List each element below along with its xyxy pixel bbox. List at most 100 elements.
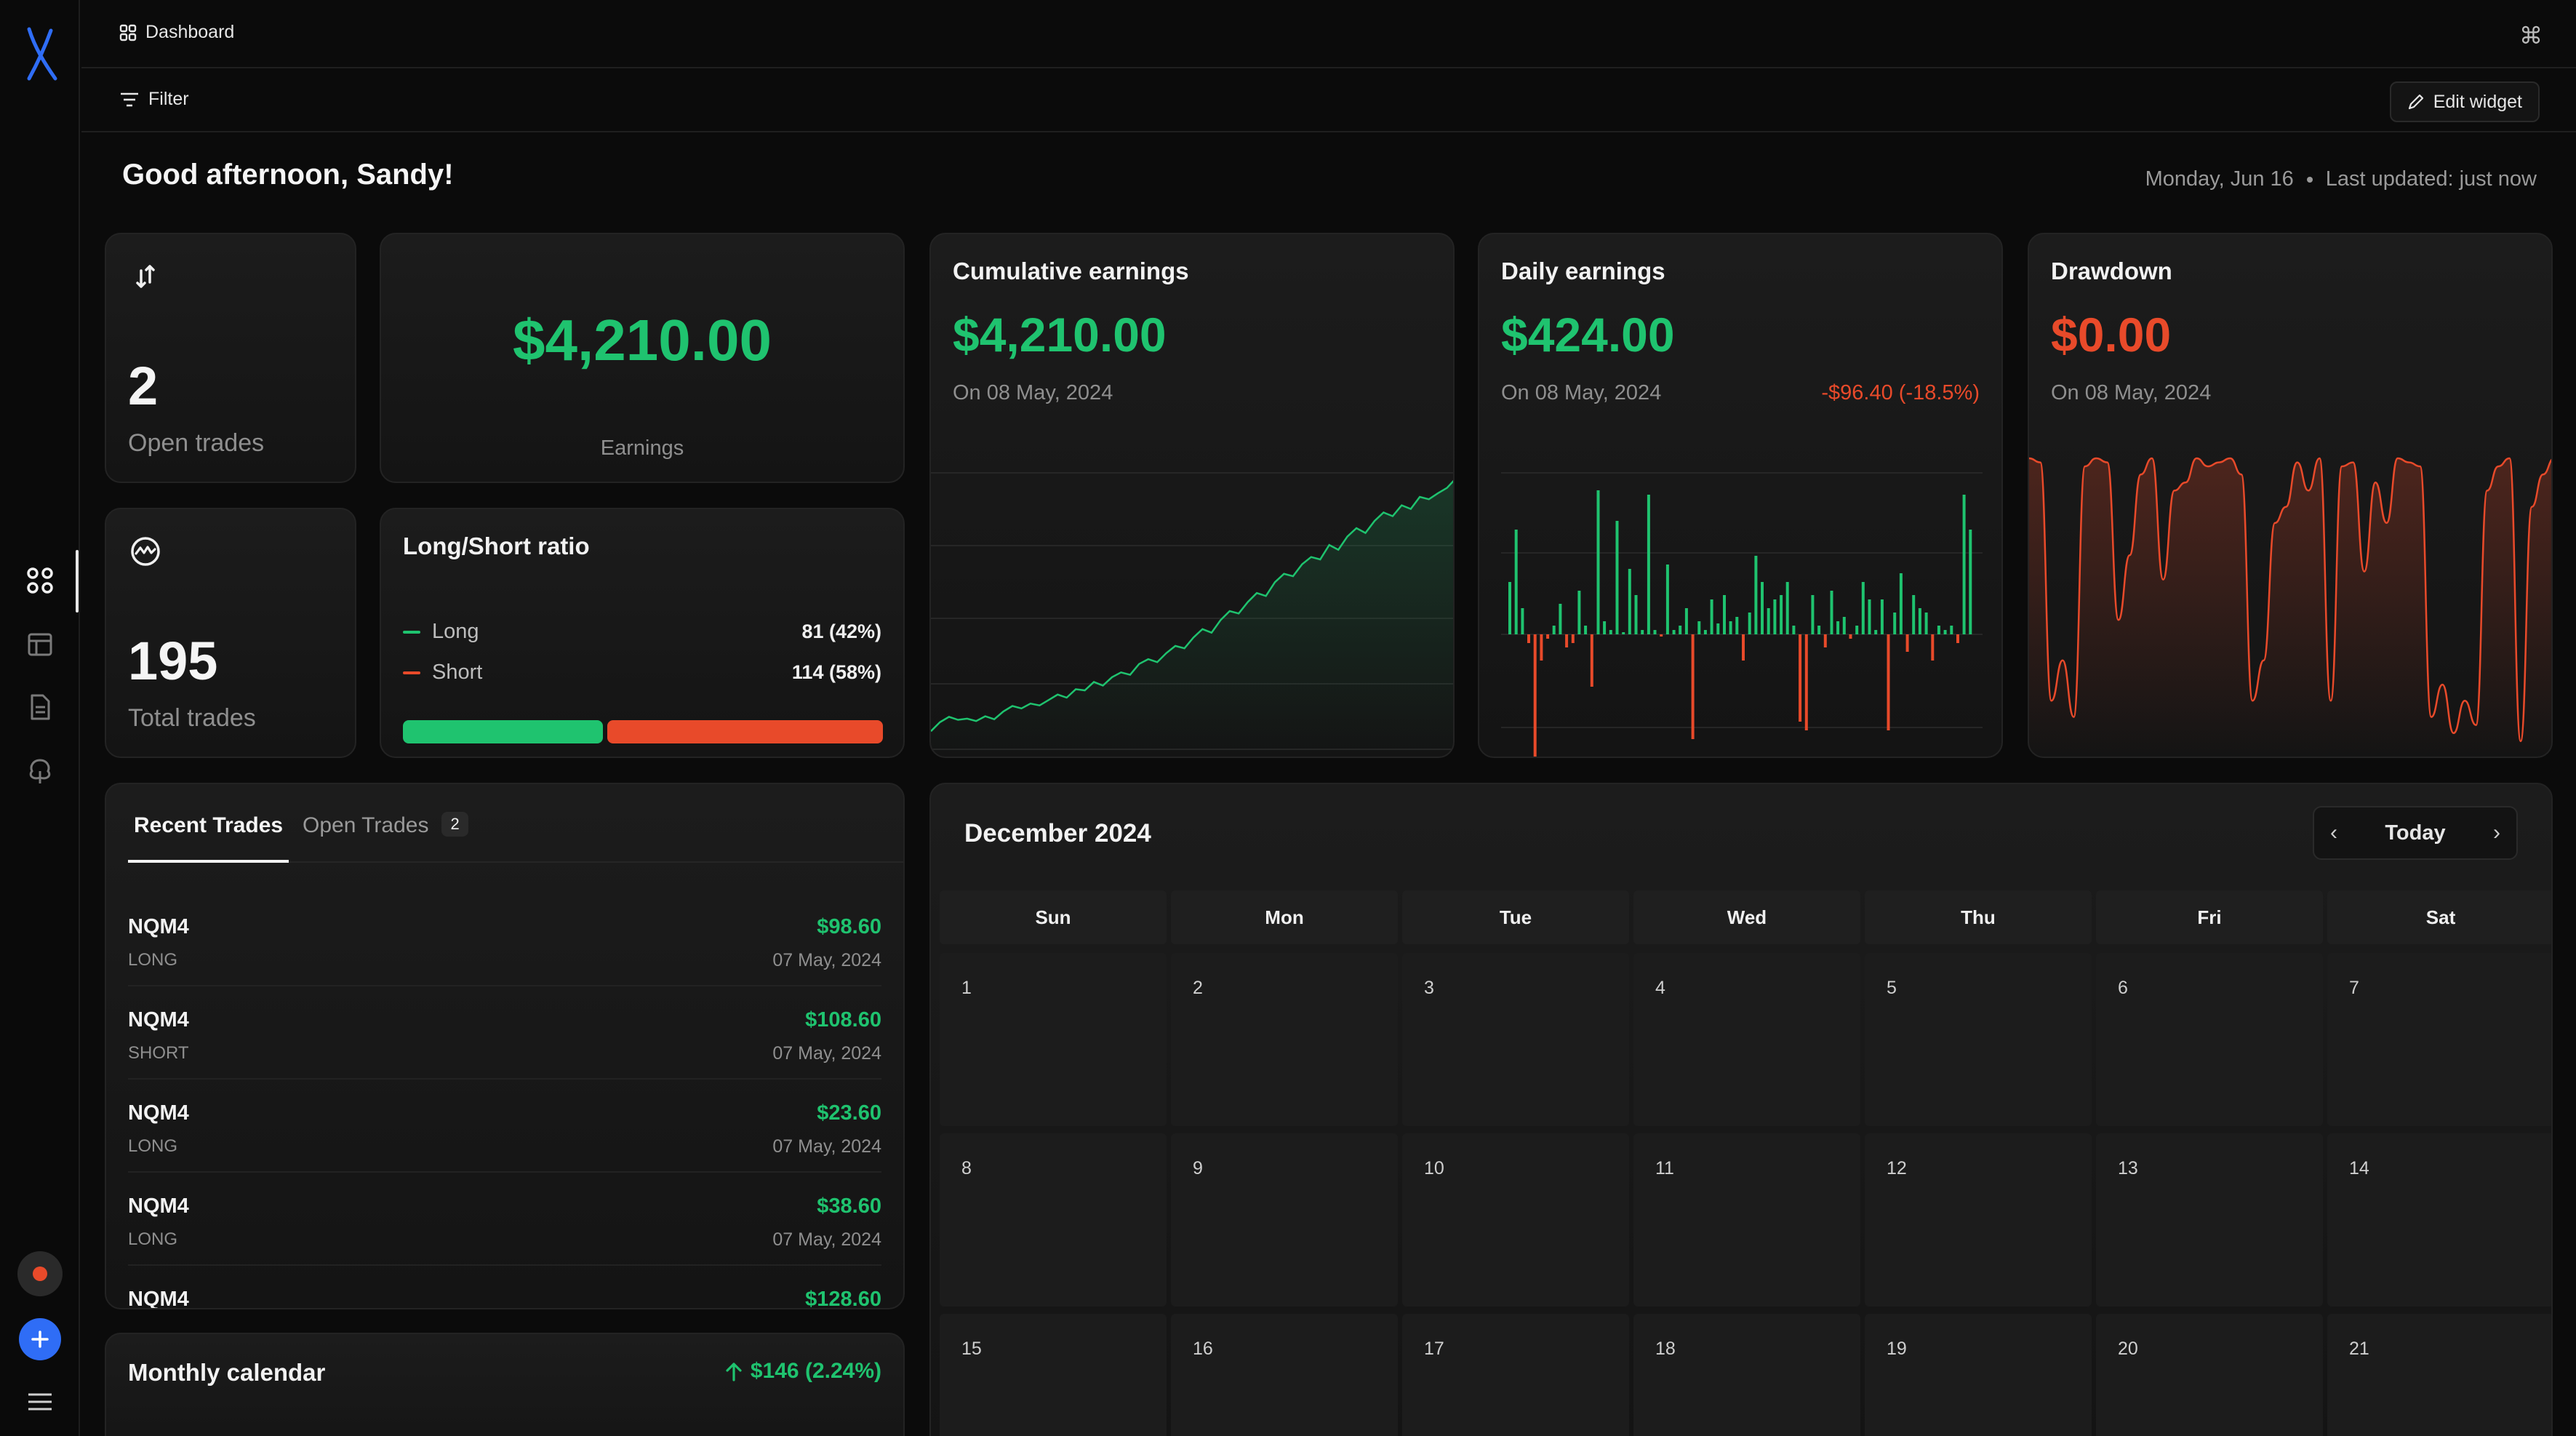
- drawdown-value: $0.00: [2051, 308, 2172, 362]
- calendar-day-cell[interactable]: 20: [2096, 1314, 2323, 1436]
- tab-recent-trades[interactable]: Recent Trades: [128, 813, 289, 863]
- prev-month-button[interactable]: ‹: [2330, 821, 2337, 845]
- short-value: 114 (58%): [791, 661, 881, 683]
- daily-bar: [1804, 634, 1808, 730]
- open-trades-card: 2 Open trades: [105, 233, 356, 483]
- filter-button[interactable]: Filter: [119, 89, 189, 110]
- calendar-day-cell[interactable]: 6: [2096, 953, 2323, 1126]
- calendar-day-cell[interactable]: 3: [1402, 953, 1629, 1126]
- command-icon[interactable]: ⌘: [2519, 23, 2543, 49]
- drawdown-chart: [2029, 457, 2551, 757]
- daily-earnings-chart: [1501, 472, 1983, 757]
- weekday-header: Tue: [1402, 890, 1629, 944]
- short-swatch: [403, 671, 420, 674]
- calendar-day-cell[interactable]: 2: [1171, 953, 1398, 1126]
- today-button[interactable]: Today: [2385, 821, 2446, 845]
- daily-bar: [1697, 621, 1701, 634]
- calendar-day-cell[interactable]: 17: [1402, 1314, 1629, 1436]
- add-button[interactable]: [19, 1318, 61, 1360]
- calendar-day-cell[interactable]: 5: [1865, 953, 2092, 1126]
- daily-bar: [1742, 634, 1745, 661]
- filter-bar: Filter Edit widget: [81, 70, 2576, 132]
- open-trades-count-badge: 2: [441, 812, 468, 837]
- daily-bar: [1861, 582, 1865, 634]
- logo[interactable]: [19, 26, 61, 81]
- calendar-day-number: 1: [961, 978, 972, 998]
- daily-bar: [1653, 630, 1657, 634]
- sidebar-tree-button[interactable]: [20, 751, 60, 791]
- calendar-nav: ‹ Today ›: [2313, 806, 2518, 860]
- calendar-day-cell[interactable]: 19: [1865, 1314, 2092, 1436]
- calendar-day-cell[interactable]: 8: [940, 1133, 1167, 1307]
- calendar-day-cell[interactable]: 1: [940, 953, 1167, 1126]
- calendar-day-cell[interactable]: 9: [1171, 1133, 1398, 1307]
- calendar-day-cell[interactable]: 4: [1633, 953, 1860, 1126]
- daily-bar: [1533, 634, 1537, 757]
- calendar-day-cell[interactable]: 10: [1402, 1133, 1629, 1307]
- calendar-day-number: 21: [2349, 1339, 2369, 1359]
- daily-bar: [1684, 608, 1688, 634]
- cumulative-earnings-card: Cumulative earnings $4,210.00 On 08 May,…: [929, 233, 1455, 758]
- daily-bar: [1559, 604, 1562, 634]
- edit-widget-button[interactable]: Edit widget: [2389, 81, 2540, 122]
- calendar-day-number: 8: [961, 1158, 972, 1178]
- calendar-day-cell[interactable]: 13: [2096, 1133, 2323, 1307]
- calendar-day-number: 18: [1655, 1339, 1676, 1359]
- calendar-day-number: 7: [2349, 978, 2359, 998]
- daily-bar: [1703, 630, 1707, 634]
- calendar-day-cell[interactable]: 16: [1171, 1314, 1398, 1436]
- calendar-day-cell[interactable]: 7: [2327, 953, 2551, 1126]
- sidebar-document-button[interactable]: [20, 687, 60, 727]
- long-label: Long: [432, 620, 479, 643]
- daily-bar: [1817, 626, 1821, 634]
- daily-value: $424.00: [1501, 308, 1675, 362]
- trade-date: 07 May, 2024: [772, 950, 881, 970]
- daily-bar: [1937, 626, 1940, 634]
- calendar-day-cell[interactable]: 14: [2327, 1133, 2551, 1307]
- ratio-title: Long/Short ratio: [403, 532, 590, 559]
- trade-row[interactable]: NQM4 LONG $38.60 07 May, 2024: [128, 1173, 881, 1266]
- edit-widget-label: Edit widget: [2433, 91, 2522, 112]
- daily-bar: [1584, 626, 1588, 634]
- arrow-up-icon: [726, 1363, 742, 1381]
- sidebar-table-button[interactable]: [20, 624, 60, 665]
- trade-row[interactable]: NQM4 LONG $98.60 07 May, 2024: [128, 893, 881, 986]
- long-swatch: [403, 630, 420, 634]
- table-icon: [28, 633, 52, 656]
- menu-button[interactable]: [22, 1384, 58, 1420]
- record-button[interactable]: [17, 1251, 63, 1296]
- trade-amount: $128.60: [805, 1288, 881, 1309]
- greeting: Good afternoon, Sandy!: [122, 159, 454, 191]
- tab-open-trades[interactable]: Open Trades 2: [303, 812, 468, 863]
- trade-symbol: NQM4: [128, 1008, 189, 1032]
- activity-icon: [131, 537, 160, 566]
- short-label: Short: [432, 661, 483, 684]
- sidebar-dashboard-button[interactable]: [20, 560, 60, 601]
- plus-icon: [31, 1331, 49, 1348]
- trade-row[interactable]: NQM4 $128.60: [128, 1266, 881, 1309]
- calendar-day-cell[interactable]: 11: [1633, 1133, 1860, 1307]
- daily-bar: [1660, 634, 1663, 637]
- daily-bar: [1773, 599, 1777, 634]
- daily-bar: [1785, 582, 1789, 634]
- trade-row[interactable]: NQM4 SHORT $108.60 07 May, 2024: [128, 986, 881, 1080]
- calendar-day-cell[interactable]: 18: [1633, 1314, 1860, 1436]
- daily-bar: [1615, 521, 1619, 634]
- daily-bar: [1874, 630, 1878, 634]
- daily-bar: [1887, 634, 1890, 730]
- calendar-day-cell[interactable]: 12: [1865, 1133, 2092, 1307]
- total-trades-label: Total trades: [128, 704, 256, 732]
- calendar-day-cell[interactable]: 21: [2327, 1314, 2551, 1436]
- trade-side: LONG: [128, 1136, 178, 1156]
- daily-bar: [1924, 613, 1928, 634]
- cumulative-area: [931, 481, 1453, 757]
- daily-bar: [1836, 621, 1840, 634]
- next-month-button[interactable]: ›: [2493, 821, 2500, 845]
- daily-bar: [1577, 591, 1581, 634]
- calendar-day-cell[interactable]: 15: [940, 1314, 1167, 1436]
- trade-row[interactable]: NQM4 LONG $23.60 07 May, 2024: [128, 1080, 881, 1173]
- breadcrumb[interactable]: Dashboard: [119, 22, 234, 43]
- filter-label: Filter: [148, 89, 189, 109]
- calendar-day-number: 13: [2118, 1158, 2138, 1178]
